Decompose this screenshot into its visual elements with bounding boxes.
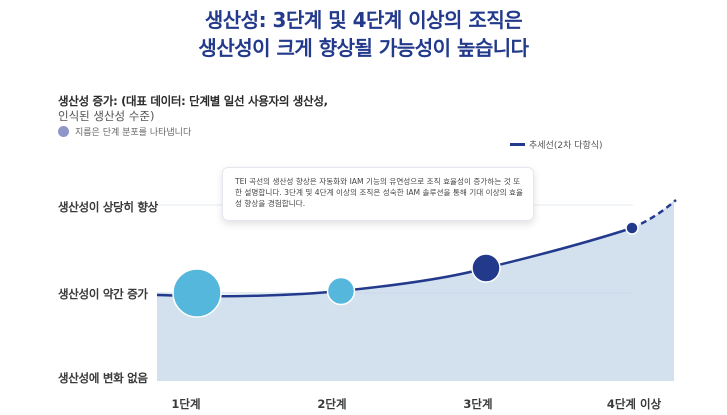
bubble-stage-3[interactable] — [471, 253, 501, 283]
subtitle-bold: 생산성 증가: (대표 데이터: 단계별 일선 사용자의 생산성, — [58, 94, 328, 108]
trendline-legend-label: 추세선(2차 다항식) — [529, 141, 603, 151]
y-tick-high: 생산성이 상당히 향상 — [58, 200, 158, 214]
y-tick-low: 생산성에 변화 없음 — [58, 371, 148, 385]
chart-title: 생산성: 3단계 및 4단계 이상의 조직은 생산성이 크게 향상될 가능성이 … — [0, 6, 727, 62]
bubble-legend-label: 지름은 단계 분포를 나타냅니다 — [75, 128, 192, 138]
x-tick-stage-1: 1단계 — [171, 397, 201, 411]
y-tick-mid: 생산성이 약간 증가 — [58, 287, 148, 301]
bubble-stage-4-plus[interactable] — [625, 221, 639, 235]
bubble-legend-icon — [58, 126, 69, 137]
area-fill — [157, 200, 674, 381]
bubble-stage-2[interactable] — [326, 276, 356, 306]
x-tick-stage-2: 2단계 — [317, 397, 347, 411]
bubble-stage-1[interactable] — [172, 268, 222, 318]
title-line-1: 생산성: 3단계 및 4단계 이상의 조직은 — [204, 8, 523, 32]
trendline-swatch-icon — [510, 143, 525, 146]
subtitle-normal: 인식된 생산성 수준) — [58, 109, 155, 123]
trendline — [156, 226, 633, 298]
annotation-text: TEI 곡선의 생산성 향상은 자동화와 IAM 기능의 유연성으로 조직 효율… — [235, 177, 523, 208]
trendline-legend: 추세선(2차 다항식) — [510, 138, 603, 151]
title-line-2: 생산성이 크게 향상될 가능성이 높습니다 — [198, 36, 529, 60]
y-axis-description: 생산성 증가: (대표 데이터: 단계별 일선 사용자의 생산성, 인식된 생산… — [58, 94, 328, 124]
x-tick-stage-3: 3단계 — [463, 397, 493, 411]
bubble-size-legend: 지름은 단계 분포를 나타냅니다 — [58, 125, 191, 138]
x-tick-stage-4-plus: 4단계 이상 — [606, 397, 662, 411]
annotation-callout: TEI 곡선의 생산성 향상은 자동화와 IAM 기능의 유연성으로 조직 효율… — [222, 167, 534, 221]
